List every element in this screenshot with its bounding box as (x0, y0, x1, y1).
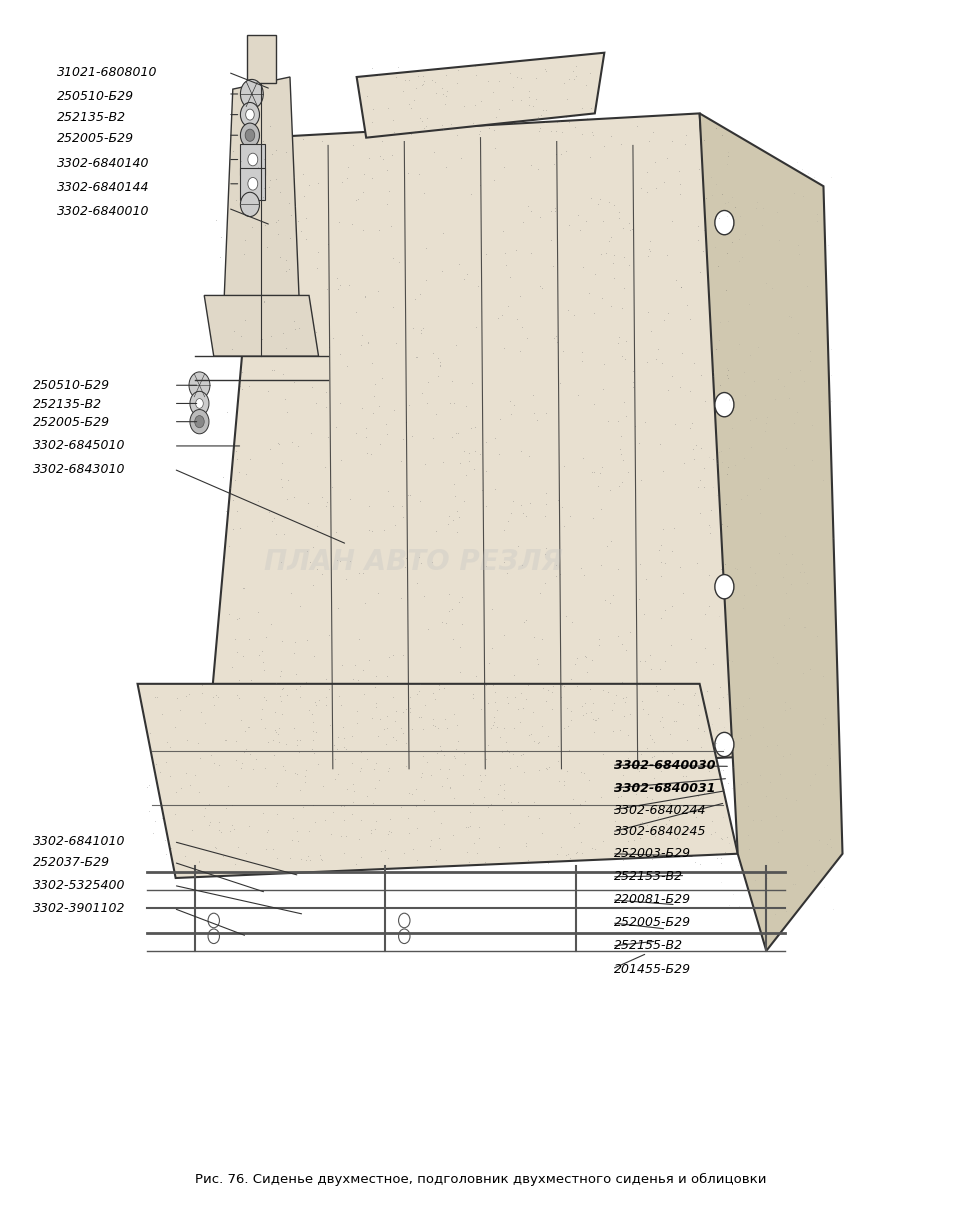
Circle shape (190, 409, 209, 434)
Text: 252135-В2: 252135-В2 (33, 398, 102, 411)
Text: 201455-Б29: 201455-Б29 (614, 963, 691, 975)
Polygon shape (247, 34, 276, 83)
Circle shape (240, 192, 259, 216)
Polygon shape (137, 684, 738, 877)
Polygon shape (700, 114, 843, 951)
Circle shape (240, 123, 259, 148)
Circle shape (195, 415, 205, 428)
Text: 220081-Б29: 220081-Б29 (614, 893, 691, 907)
Text: 252005-Б29: 252005-Б29 (33, 417, 110, 429)
Text: 250510-Б29: 250510-Б29 (57, 90, 134, 103)
Text: 3302-3901102: 3302-3901102 (33, 902, 125, 915)
Circle shape (715, 732, 734, 756)
Polygon shape (205, 114, 748, 781)
Text: 3302-6840144: 3302-6840144 (57, 181, 149, 194)
Circle shape (208, 929, 219, 943)
Polygon shape (205, 296, 318, 356)
Text: 252153-В2: 252153-В2 (614, 870, 683, 884)
FancyBboxPatch shape (240, 167, 265, 199)
Text: ПЛАН АВТО РЕЗЛЯ: ПЛАН АВТО РЕЗЛЯ (264, 549, 563, 577)
Circle shape (715, 210, 734, 235)
Circle shape (715, 574, 734, 599)
Circle shape (248, 177, 258, 191)
Text: 3302-6840031: 3302-6840031 (614, 782, 715, 794)
Polygon shape (223, 77, 300, 320)
Circle shape (240, 103, 259, 127)
Polygon shape (357, 53, 604, 138)
Circle shape (245, 130, 255, 142)
Circle shape (246, 109, 255, 120)
Text: 3302-6840030: 3302-6840030 (614, 759, 715, 771)
Circle shape (196, 398, 204, 408)
Text: 3302-6845010: 3302-6845010 (33, 440, 125, 452)
Text: 31021-6808010: 31021-6808010 (57, 66, 157, 78)
Circle shape (189, 371, 209, 398)
Circle shape (248, 153, 258, 166)
Text: 252037-Б29: 252037-Б29 (33, 855, 110, 869)
Circle shape (190, 391, 209, 415)
Text: 252155-В2: 252155-В2 (614, 940, 683, 952)
Text: 252005-Б29: 252005-Б29 (57, 132, 134, 145)
Text: Рис. 76. Сиденье двухместное, подголовник двухместного сиденья и облицовки: Рис. 76. Сиденье двухместное, подголовни… (195, 1172, 766, 1185)
FancyBboxPatch shape (240, 144, 265, 175)
Text: 3302-6840244: 3302-6840244 (614, 804, 706, 816)
Circle shape (399, 929, 410, 943)
Text: 252005-Б29: 252005-Б29 (614, 916, 691, 930)
Circle shape (399, 913, 410, 927)
Text: 250510-Б29: 250510-Б29 (33, 379, 110, 392)
Text: 3302-6840245: 3302-6840245 (614, 825, 706, 838)
Text: 3302-5325400: 3302-5325400 (33, 879, 125, 892)
Text: 3302-6840140: 3302-6840140 (57, 156, 149, 170)
Text: 252003-Б29: 252003-Б29 (614, 847, 691, 860)
Circle shape (715, 392, 734, 417)
Text: 3302-6840010: 3302-6840010 (57, 205, 149, 219)
Text: 3302-6843010: 3302-6843010 (33, 462, 125, 475)
Circle shape (240, 79, 263, 109)
Circle shape (208, 913, 219, 927)
Text: 3302-6841010: 3302-6841010 (33, 835, 125, 848)
Text: 252135-В2: 252135-В2 (57, 110, 126, 123)
